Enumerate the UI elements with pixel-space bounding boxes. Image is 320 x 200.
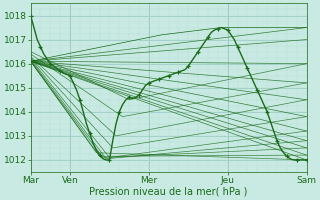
X-axis label: Pression niveau de la mer( hPa ): Pression niveau de la mer( hPa ) bbox=[89, 187, 248, 197]
